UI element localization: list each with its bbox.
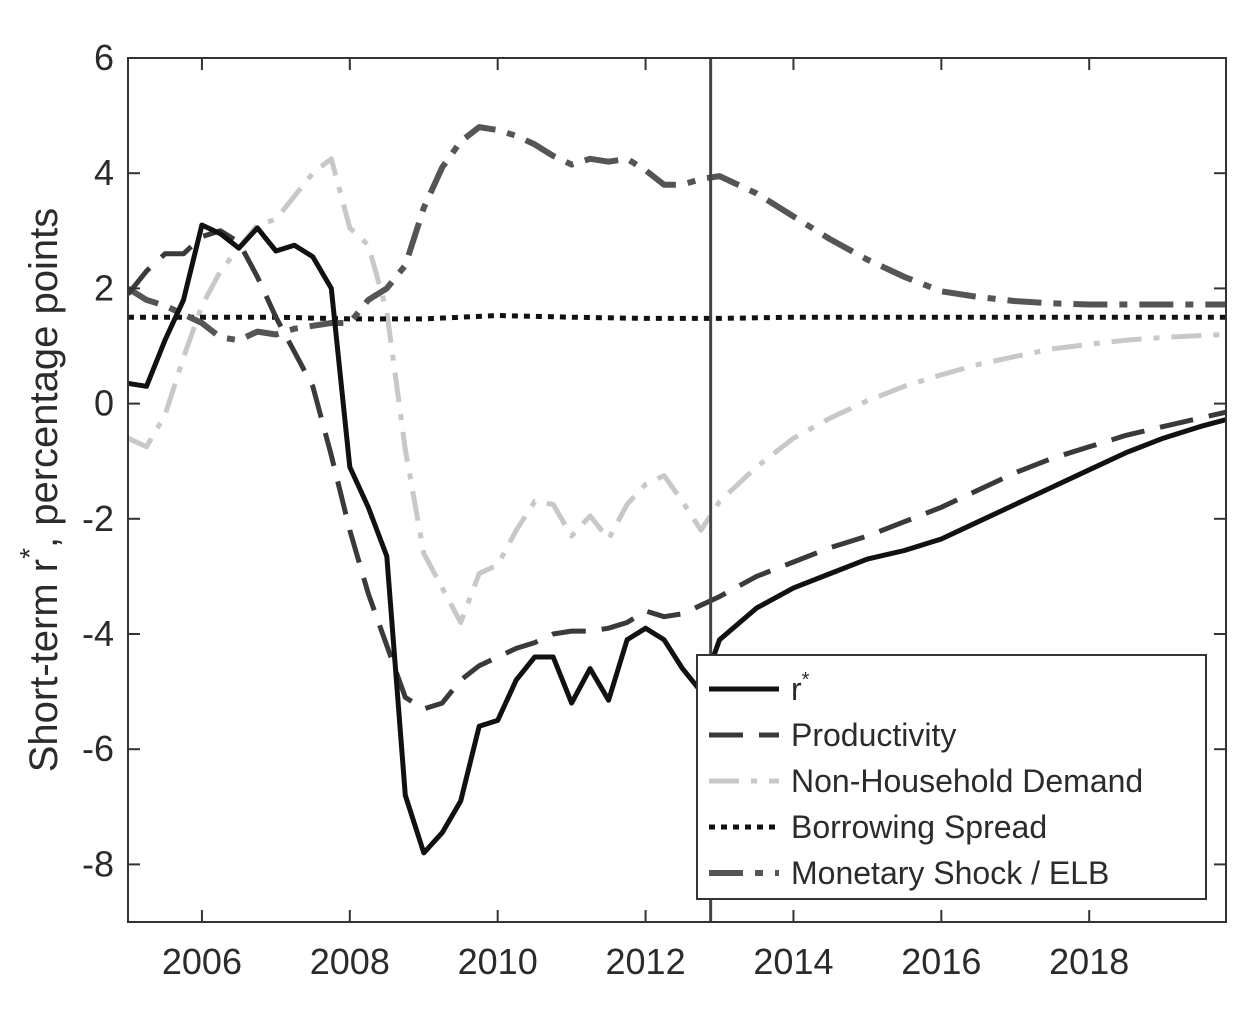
- x-tick-label: 2018: [1049, 941, 1129, 982]
- y-axis-title: Short-term r*, percentage points: [14, 208, 66, 773]
- y-axis-title-suffix: , percentage points: [22, 208, 66, 548]
- x-tick-label: 2010: [458, 941, 538, 982]
- y-tick-label: -8: [82, 843, 114, 884]
- y-tick-label: 6: [94, 37, 114, 78]
- x-tick-label: 2014: [753, 941, 833, 982]
- x-tick-label: 2016: [901, 941, 981, 982]
- legend-label: r*: [791, 669, 810, 707]
- series-line-non-household-demand: [128, 156, 1226, 625]
- legend-label: Monetary Shock / ELB: [791, 855, 1109, 891]
- series-line-productivity: [128, 228, 1226, 712]
- plot-frame: [127, 57, 1227, 923]
- legend-label: Productivity: [791, 717, 956, 753]
- legend-label: Borrowing Spread: [791, 809, 1047, 845]
- x-tick-label: 2008: [310, 941, 390, 982]
- series-layer: [128, 124, 1226, 856]
- y-tick-label: -2: [82, 498, 114, 539]
- series-line-r: [128, 222, 1226, 856]
- y-tick-label: -6: [82, 728, 114, 769]
- legend: r* Productivity Non-Household Demand Borrow…: [696, 654, 1207, 900]
- y-axis-title-superscript: *: [14, 548, 45, 559]
- y-tick-label: 2: [94, 267, 114, 308]
- x-tick-label: 2006: [162, 941, 242, 982]
- x-tick-label: 2012: [606, 941, 686, 982]
- y-tick-label: 0: [94, 383, 114, 424]
- y-tick-label: -4: [82, 613, 114, 654]
- y-axis-title-main: Short-term r: [22, 559, 66, 772]
- legend-box: [696, 654, 1207, 900]
- series-line-borrowing-spread: [128, 313, 1226, 322]
- series-line-monetary-shock-elb: [128, 124, 1226, 344]
- axis-ticks: 6 4 2 0 -2 -4 -6 -8 2006 2008 2010 2012 2014 2016 2018: [82, 37, 1226, 982]
- y-tick-label: 4: [94, 152, 114, 193]
- legend-label: Non-Household Demand: [791, 763, 1143, 799]
